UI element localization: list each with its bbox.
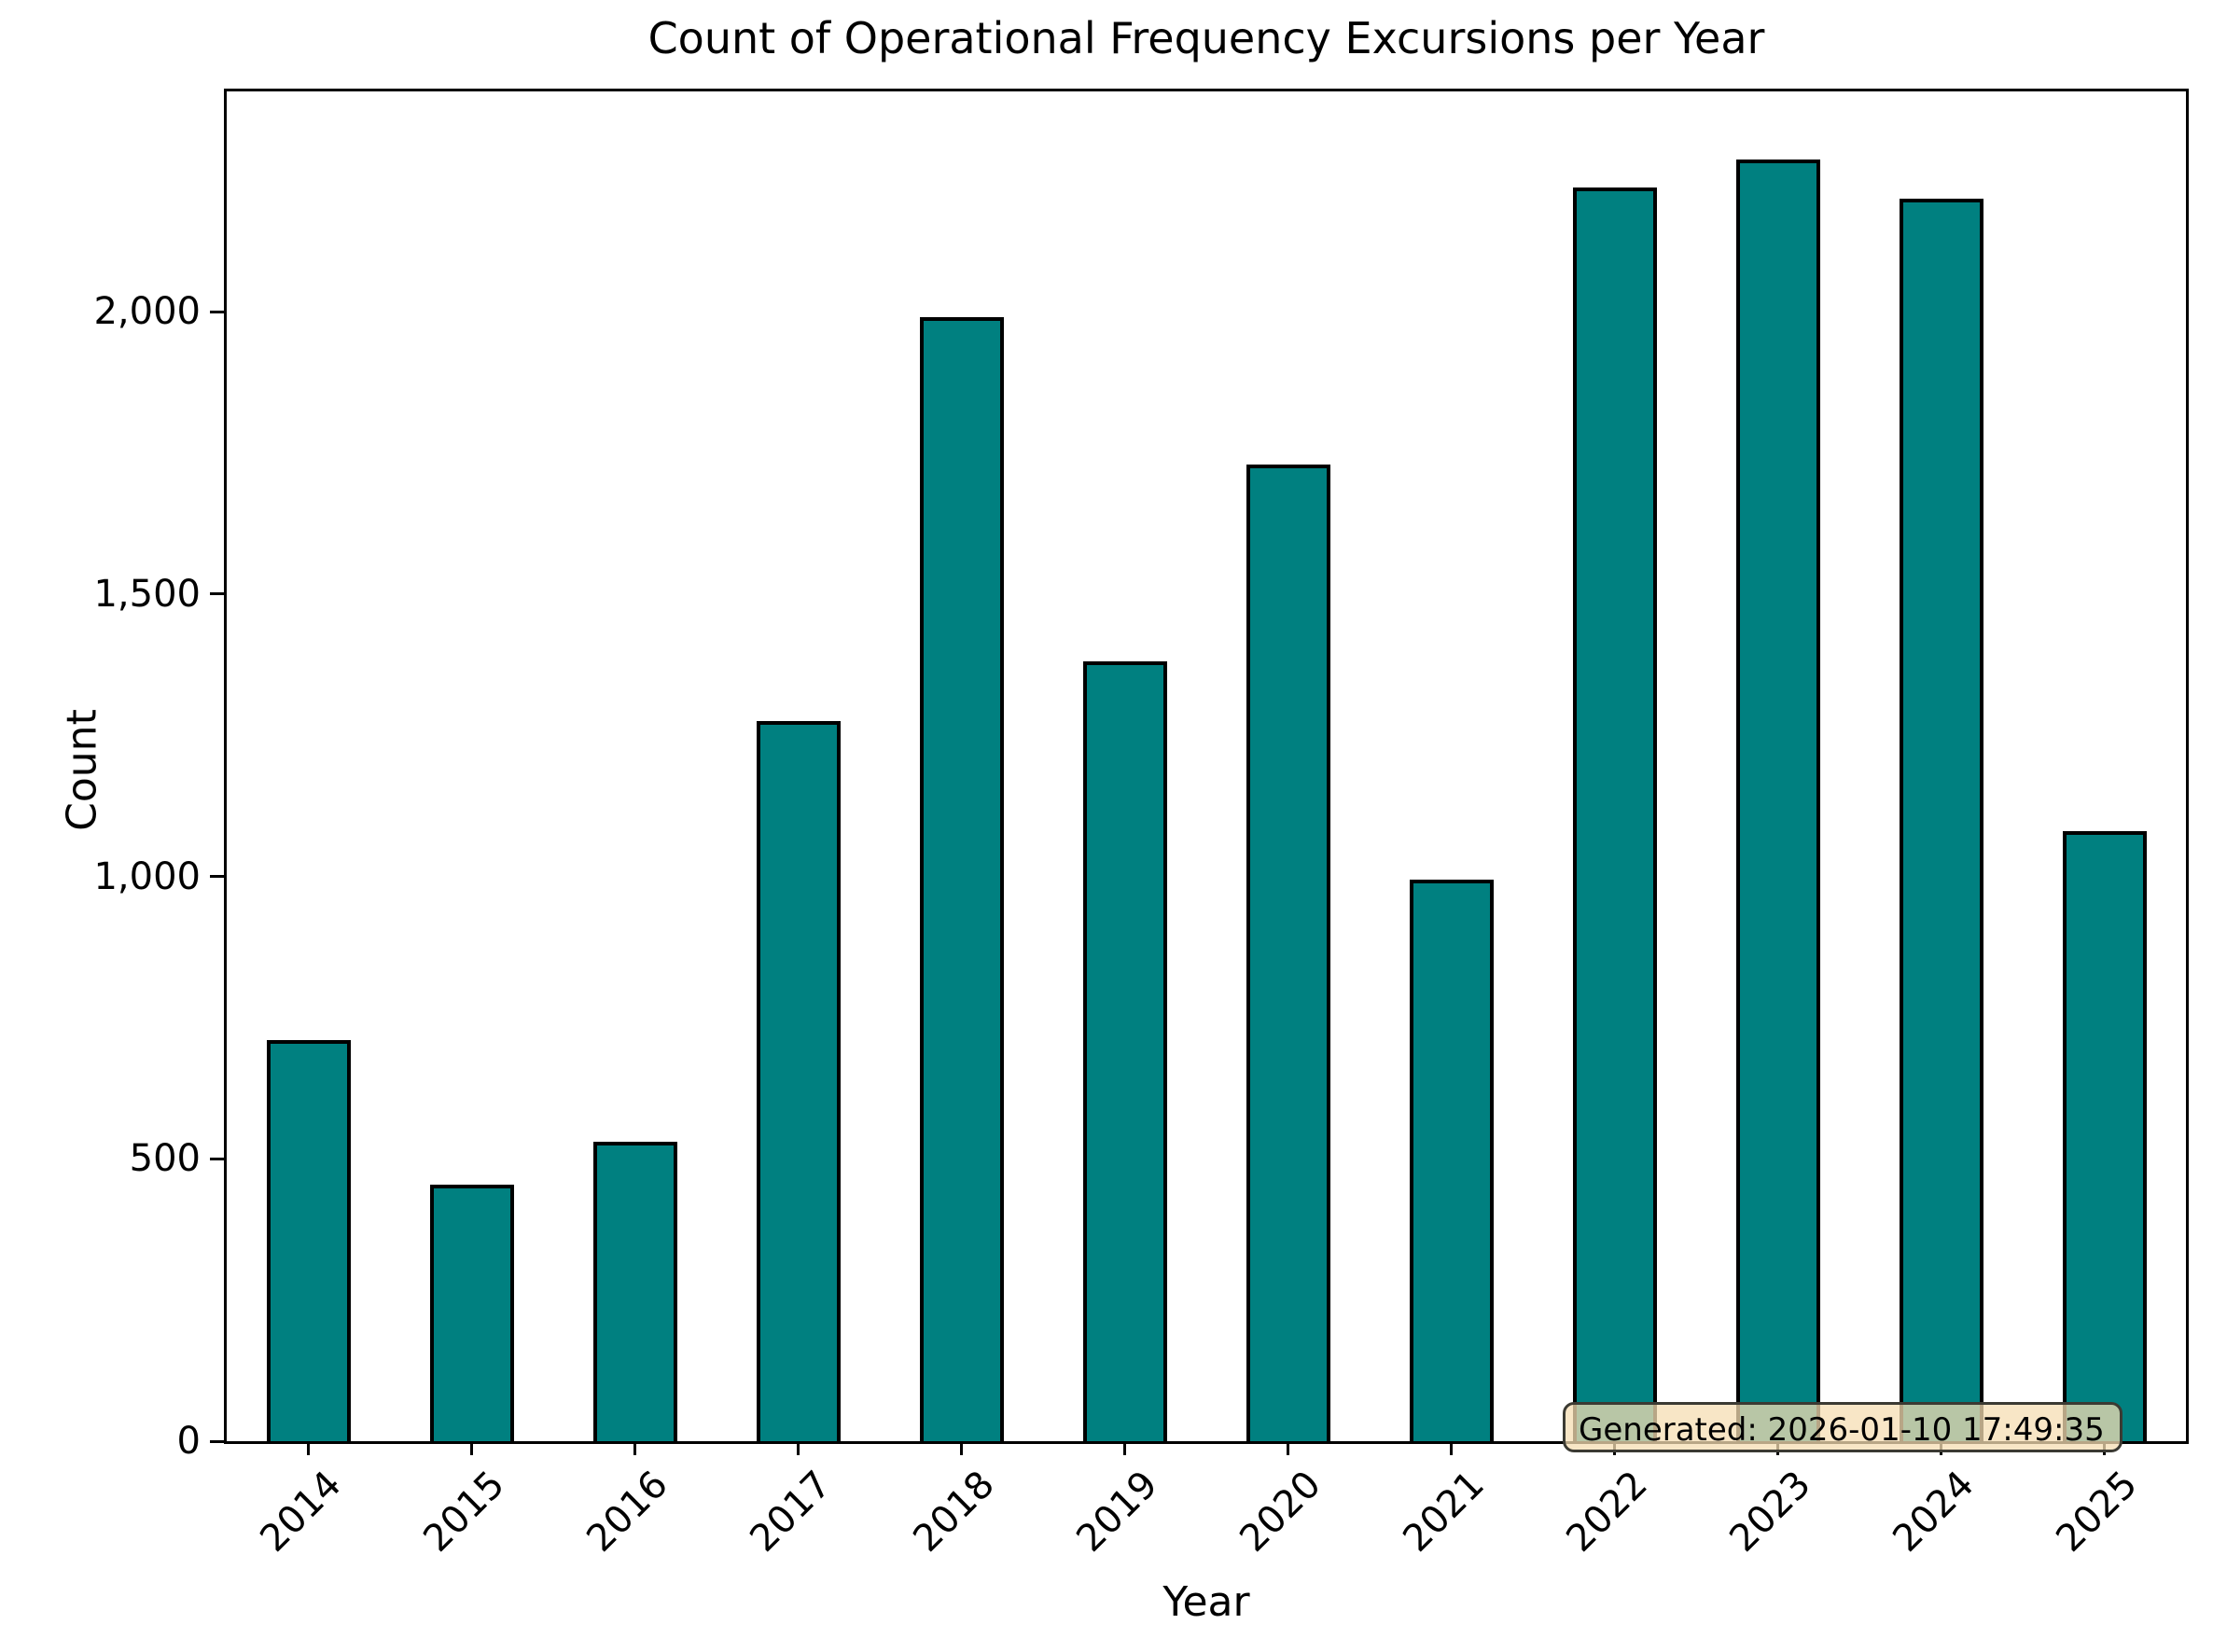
x-tick-label: 2016 [578,1463,676,1561]
x-tick-label: 2023 [1720,1463,1819,1561]
bar-2018 [919,317,1004,1441]
y-tick-label: 2,000 [93,290,201,334]
x-tick-label: 2025 [2047,1463,2146,1561]
bar-2023 [1735,160,1820,1441]
bar-2022 [1572,187,1657,1441]
x-tick-label: 2022 [1557,1463,1656,1561]
x-axis-label: Year [1162,1578,1250,1626]
x-tick-mark [633,1441,636,1455]
bar-2024 [1899,199,1983,1441]
y-tick-mark [210,310,224,313]
bar-2015 [429,1185,514,1441]
y-tick-mark [210,592,224,596]
x-tick-label: 2024 [1884,1463,1983,1561]
x-tick-mark [307,1441,310,1455]
y-tick-mark [210,875,224,879]
chart-title: Count of Operational Frequency Excursion… [647,13,1765,63]
x-tick-mark [1450,1441,1453,1455]
bar-2014 [266,1040,351,1441]
bar-2016 [592,1142,677,1441]
timestamp-annotation: Generated: 2026-01-10 17:49:35 [1563,1402,2123,1452]
x-tick-label: 2017 [741,1463,840,1561]
x-tick-label: 2019 [1067,1463,1166,1561]
y-tick-mark [210,1157,224,1160]
y-tick-mark [210,1439,224,1443]
x-tick-label: 2018 [904,1463,1003,1561]
x-tick-label: 2020 [1231,1463,1329,1561]
x-tick-label: 2015 [414,1463,513,1561]
x-tick-mark [1123,1441,1126,1455]
bar-2020 [1246,465,1330,1441]
y-tick-label: 1,500 [93,572,201,616]
bar-2019 [1082,661,1167,1441]
bar-2017 [756,721,841,1441]
x-tick-label: 2014 [251,1463,350,1561]
y-axis-label: Count [58,709,106,831]
x-tick-mark [797,1441,800,1455]
bar-2025 [2062,831,2147,1441]
plot-area [224,89,2189,1444]
y-tick-label: 500 [129,1137,201,1181]
bar-2021 [1409,880,1494,1441]
y-tick-label: 0 [176,1420,201,1463]
x-tick-mark [1287,1441,1289,1455]
y-tick-label: 1,000 [93,854,201,898]
x-tick-mark [470,1441,473,1455]
x-tick-label: 2021 [1394,1463,1493,1561]
x-tick-mark [960,1441,963,1455]
